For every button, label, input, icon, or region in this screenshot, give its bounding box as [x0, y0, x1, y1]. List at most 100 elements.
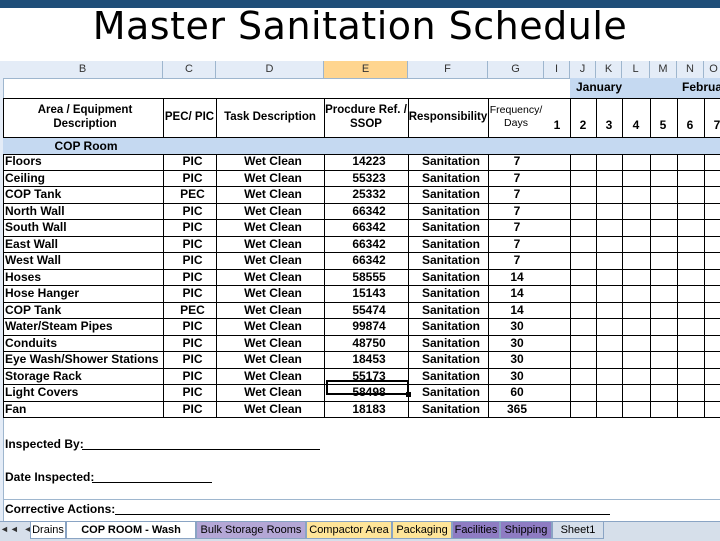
cell-task[interactable]: Wet Clean: [244, 401, 302, 416]
fill-handle[interactable]: [406, 392, 411, 397]
cell-pec[interactable]: PIC: [182, 170, 203, 185]
cell-area[interactable]: Storage Rack: [5, 368, 82, 383]
cell-freq[interactable]: 7: [513, 187, 521, 201]
sheet-tab[interactable]: COP ROOM - Wash Room: [66, 522, 196, 539]
column-header-m[interactable]: M: [650, 61, 677, 78]
cell-freq[interactable]: 60: [510, 385, 524, 399]
cell-resp[interactable]: Sanitation: [421, 368, 480, 383]
cell-resp[interactable]: Sanitation: [421, 170, 480, 185]
column-header-f[interactable]: F: [408, 61, 488, 78]
cell-task[interactable]: Wet Clean: [244, 335, 302, 350]
cell-resp[interactable]: Sanitation: [421, 203, 480, 218]
cell-proc[interactable]: 58555: [352, 269, 386, 284]
cell-pec[interactable]: PIC: [182, 352, 203, 366]
sheet-tab[interactable]: Packaging: [392, 522, 452, 539]
cell-proc[interactable]: 66342: [352, 253, 386, 267]
table-row[interactable]: Ceiling PIC Wet Clean 55323 Sanitation 7: [3, 170, 720, 187]
cell-task[interactable]: Wet Clean: [244, 154, 302, 168]
cell-resp[interactable]: Sanitation: [421, 302, 480, 317]
cell-area[interactable]: Hose Hanger: [5, 286, 80, 300]
cell-freq[interactable]: 7: [513, 220, 521, 234]
cell-area[interactable]: Ceiling: [5, 170, 46, 185]
cell-task[interactable]: Wet Clean: [244, 302, 302, 317]
cell-pec[interactable]: PIC: [182, 385, 203, 399]
cell-proc[interactable]: 58498: [352, 385, 386, 399]
cell-task[interactable]: Wet Clean: [244, 203, 302, 218]
cell-resp[interactable]: Sanitation: [421, 154, 480, 168]
column-header-d[interactable]: D: [216, 61, 324, 78]
cell-proc[interactable]: 66342: [352, 203, 386, 218]
cell-area[interactable]: COP Tank: [5, 187, 62, 201]
table-row[interactable]: South Wall PIC Wet Clean 66342 Sanitation 7: [3, 219, 720, 236]
cell-proc[interactable]: 14223: [352, 154, 386, 168]
cell-freq[interactable]: 7: [513, 203, 521, 218]
cell-task[interactable]: Wet Clean: [244, 253, 302, 267]
cell-freq[interactable]: 30: [510, 319, 524, 333]
cell-pec[interactable]: PIC: [182, 286, 203, 300]
cell-pec[interactable]: PIC: [182, 335, 203, 350]
cell-area[interactable]: South Wall: [5, 220, 67, 234]
cell-proc[interactable]: 18453: [352, 352, 386, 366]
cell-freq[interactable]: 7: [513, 154, 521, 168]
cell-proc[interactable]: 15143: [352, 286, 386, 300]
cell-pec[interactable]: PIC: [182, 203, 203, 218]
cell-pec[interactable]: PIC: [182, 236, 203, 251]
cell-area[interactable]: Water/Steam Pipes: [5, 319, 113, 333]
cell-proc[interactable]: 55173: [352, 368, 386, 383]
column-header-g[interactable]: G: [488, 61, 544, 78]
cell-task[interactable]: Wet Clean: [244, 220, 302, 234]
cell-resp[interactable]: Sanitation: [421, 319, 480, 333]
cell-proc[interactable]: 55474: [352, 302, 386, 317]
cell-pec[interactable]: PIC: [182, 154, 203, 168]
cell-area[interactable]: North Wall: [5, 203, 65, 218]
column-header-c[interactable]: C: [163, 61, 216, 78]
column-header-l[interactable]: L: [622, 61, 650, 78]
table-row[interactable]: Water/Steam Pipes PIC Wet Clean 99874 Sanita…: [3, 318, 720, 335]
cell-area[interactable]: East Wall: [5, 236, 58, 251]
sheet-tab[interactable]: Sheet1: [552, 522, 604, 539]
cell-freq[interactable]: 30: [510, 352, 524, 366]
table-row[interactable]: Fan PIC Wet Clean 18183 Sanitation 365: [3, 401, 720, 418]
cell-resp[interactable]: Sanitation: [421, 286, 480, 300]
cell-pec[interactable]: PIC: [182, 368, 203, 383]
cell-area[interactable]: Floors: [5, 154, 42, 168]
cell-area[interactable]: Light Covers: [5, 385, 79, 399]
cell-pec[interactable]: PEC: [180, 302, 205, 317]
table-row[interactable]: West Wall PIC Wet Clean 66342 Sanitation 7: [3, 252, 720, 269]
cell-pec[interactable]: PIC: [182, 401, 203, 416]
cell-resp[interactable]: Sanitation: [421, 352, 480, 366]
cell-area[interactable]: Hoses: [5, 269, 42, 284]
table-row[interactable]: Floors PIC Wet Clean 14223 Sanitation 7: [3, 153, 720, 170]
cell-proc[interactable]: 48750: [352, 335, 386, 350]
cell-pec[interactable]: PIC: [182, 220, 203, 234]
column-header-o[interactable]: O: [704, 61, 720, 78]
table-row[interactable]: COP Tank PEC Wet Clean 55474 Sanitation 14: [3, 302, 720, 319]
table-row[interactable]: North Wall PIC Wet Clean 66342 Sanitation 7: [3, 203, 720, 220]
column-header-i[interactable]: I: [544, 61, 570, 78]
cell-freq[interactable]: 7: [513, 253, 521, 267]
cell-freq[interactable]: 14: [510, 302, 524, 317]
cell-resp[interactable]: Sanitation: [421, 335, 480, 350]
sheet-tab[interactable]: Drains: [30, 522, 66, 539]
cell-area[interactable]: Fan: [5, 401, 27, 416]
cell-resp[interactable]: Sanitation: [421, 220, 480, 234]
cell-freq[interactable]: 7: [513, 170, 521, 185]
cell-proc[interactable]: 55323: [352, 170, 386, 185]
cell-pec[interactable]: PIC: [182, 319, 203, 333]
table-row[interactable]: Hoses PIC Wet Clean 58555 Sanitation 14: [3, 269, 720, 286]
column-header-j[interactable]: J: [570, 61, 596, 78]
cell-task[interactable]: Wet Clean: [244, 269, 302, 284]
sheet-tab[interactable]: Compactor Area: [306, 522, 392, 539]
cell-proc[interactable]: 25332: [352, 187, 386, 201]
sheet-tab[interactable]: Facilities: [452, 522, 500, 539]
cell-pec[interactable]: PIC: [182, 269, 203, 284]
cell-task[interactable]: Wet Clean: [244, 170, 302, 185]
cell-task[interactable]: Wet Clean: [244, 187, 302, 201]
table-row[interactable]: East Wall PIC Wet Clean 66342 Sanitation 7: [3, 236, 720, 253]
table-row[interactable]: Hose Hanger PIC Wet Clean 15143 Sanitation 14: [3, 285, 720, 302]
table-row[interactable]: Storage Rack PIC Wet Clean 55173 Sanitation 3…: [3, 368, 720, 385]
sheet-tab[interactable]: Bulk Storage Rooms: [196, 522, 306, 539]
cell-pec[interactable]: PEC: [180, 187, 205, 201]
cell-task[interactable]: Wet Clean: [244, 236, 302, 251]
cell-proc[interactable]: 18183: [352, 401, 386, 416]
